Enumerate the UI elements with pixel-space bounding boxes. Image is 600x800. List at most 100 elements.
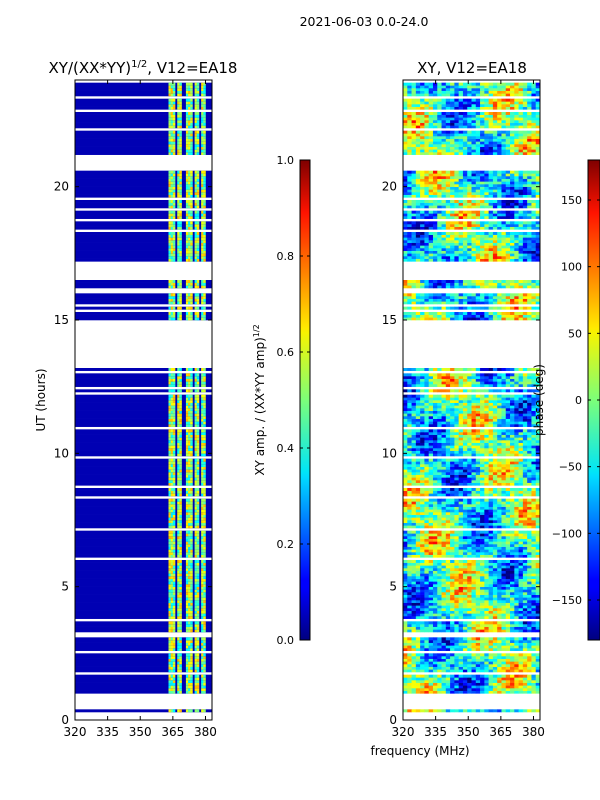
- left-heatmap-row: [75, 242, 212, 246]
- right-heatmap-cell: [501, 584, 507, 587]
- left-heatmap-cell: [188, 224, 191, 227]
- right-heatmap-cell: [518, 522, 524, 526]
- right-heatmap-cell: [527, 621, 532, 625]
- left-heatmap-cell: [179, 240, 182, 243]
- left-heatmap-cell: [168, 648, 171, 651]
- right-heatmap-cell: [458, 536, 464, 539]
- right-heatmap-cell: [505, 546, 511, 550]
- right-heatmap-cell: [510, 549, 515, 553]
- right-heatmap-cell: [518, 709, 524, 713]
- right-heatmap-cell: [411, 682, 417, 686]
- left-heatmap-cell: [170, 117, 174, 121]
- right-heatmap-cell: [445, 677, 451, 681]
- left-heatmap-cell: [188, 552, 191, 555]
- left-heatmap-cell: [196, 130, 200, 134]
- left-heatmap-cell: [177, 410, 180, 414]
- right-heatmap-cell: [514, 573, 519, 577]
- left-heatmap-cell: [188, 592, 191, 595]
- left-heatmap-cell: [177, 472, 180, 475]
- right-heatmap-cell: [407, 504, 412, 507]
- right-heatmap-cell: [497, 562, 502, 566]
- left-heatmap-cell: [185, 141, 189, 145]
- left-heatmap-cell: [194, 397, 198, 401]
- right-heatmap-cell: [411, 626, 417, 630]
- left-heatmap-cell: [172, 453, 176, 457]
- left-heatmap-cell: [168, 282, 171, 286]
- left-heatmap-cell: [179, 501, 182, 505]
- left-heatmap-cell: [201, 85, 204, 89]
- right-heatmap-cell: [522, 509, 528, 513]
- right-heatmap-cell: [518, 461, 524, 465]
- left-heatmap-cell: [168, 562, 171, 566]
- left-heatmap-cell: [188, 432, 191, 435]
- left-heatmap-cell: [201, 506, 204, 510]
- right-heatmap-cell: [407, 629, 412, 633]
- right-heatmap-cell: [514, 605, 519, 609]
- right-heatmap-cell: [531, 661, 537, 665]
- left-heatmap-cell: [194, 88, 198, 91]
- left-heatmap-cell: [201, 144, 204, 147]
- right-heatmap-cell: [445, 509, 451, 513]
- left-heatmap-cell: [168, 584, 171, 587]
- left-heatmap-cell: [190, 568, 193, 571]
- right-heatmap-cell: [514, 637, 519, 641]
- right-heatmap-cell: [531, 525, 537, 529]
- left-heatmap-cell: [179, 560, 182, 563]
- left-heatmap-cell: [203, 645, 206, 649]
- left-heatmap-cell: [179, 562, 182, 566]
- left-heatmap-cell: [190, 586, 193, 590]
- right-heatmap-cell: [535, 658, 540, 662]
- left-heatmap-cell: [188, 608, 191, 611]
- right-heatmap-cell: [424, 453, 429, 457]
- right-heatmap-cell: [492, 685, 498, 689]
- left-heatmap-cell: [179, 477, 182, 481]
- right-heatmap-cell: [454, 538, 459, 542]
- left-heatmap-cell: [170, 690, 174, 694]
- left-heatmap-cell: [203, 234, 206, 238]
- right-heatmap-cell: [510, 530, 515, 534]
- left-heatmap-cell: [172, 690, 176, 694]
- right-heatmap-cell: [411, 482, 417, 486]
- left-heatmap-cell: [201, 538, 204, 542]
- right-heatmap-cell: [467, 522, 472, 526]
- right-heatmap-cell: [497, 584, 502, 587]
- right-heatmap-cell: [501, 616, 507, 619]
- right-heatmap-cell: [450, 453, 455, 457]
- left-heatmap-cell: [168, 573, 171, 577]
- left-heatmap-cell: [170, 512, 174, 515]
- left-heatmap-cell: [201, 653, 204, 657]
- left-heatmap-row: [75, 565, 212, 569]
- right-heatmap-cell: [510, 570, 515, 574]
- left-heatmap-cell: [190, 413, 193, 417]
- right-heatmap-cell: [450, 666, 455, 670]
- right-heatmap-cell: [450, 464, 455, 467]
- left-heatmap-cell: [172, 82, 176, 86]
- right-heatmap-cell: [467, 490, 472, 494]
- left-heatmap-cell: [190, 181, 193, 185]
- right-heatmap-cell: [415, 640, 421, 643]
- left-heatmap-cell: [177, 685, 180, 689]
- right-heatmap-cell: [471, 664, 477, 667]
- left-heatmap-cell: [196, 506, 200, 510]
- right-heatmap-cell: [454, 453, 459, 457]
- left-heatmap-row: [75, 586, 212, 590]
- left-heatmap-cell: [196, 674, 200, 678]
- right-heatmap-cell: [471, 461, 477, 465]
- left-heatmap-cell: [196, 136, 200, 139]
- left-heatmap-cell: [188, 181, 191, 185]
- left-heatmap-cell: [185, 640, 189, 643]
- right-heatmap-cell: [407, 541, 412, 545]
- left-heatmap-cell: [190, 544, 193, 547]
- right-heatmap-cell: [420, 680, 425, 683]
- right-heatmap-cell: [488, 525, 494, 529]
- right-heatmap-cell: [445, 568, 451, 571]
- left-heatmap-cell: [196, 474, 200, 478]
- left-heatmap-cell: [194, 490, 198, 494]
- right-heatmap-cell: [403, 554, 408, 558]
- right-heatmap-cell: [458, 669, 464, 673]
- right-heatmap-cell: [497, 658, 502, 662]
- left-heatmap-row: [75, 488, 212, 491]
- left-heatmap-cell: [179, 133, 182, 137]
- right-heatmap-cell: [480, 480, 485, 483]
- right-heatmap-cell: [420, 605, 425, 609]
